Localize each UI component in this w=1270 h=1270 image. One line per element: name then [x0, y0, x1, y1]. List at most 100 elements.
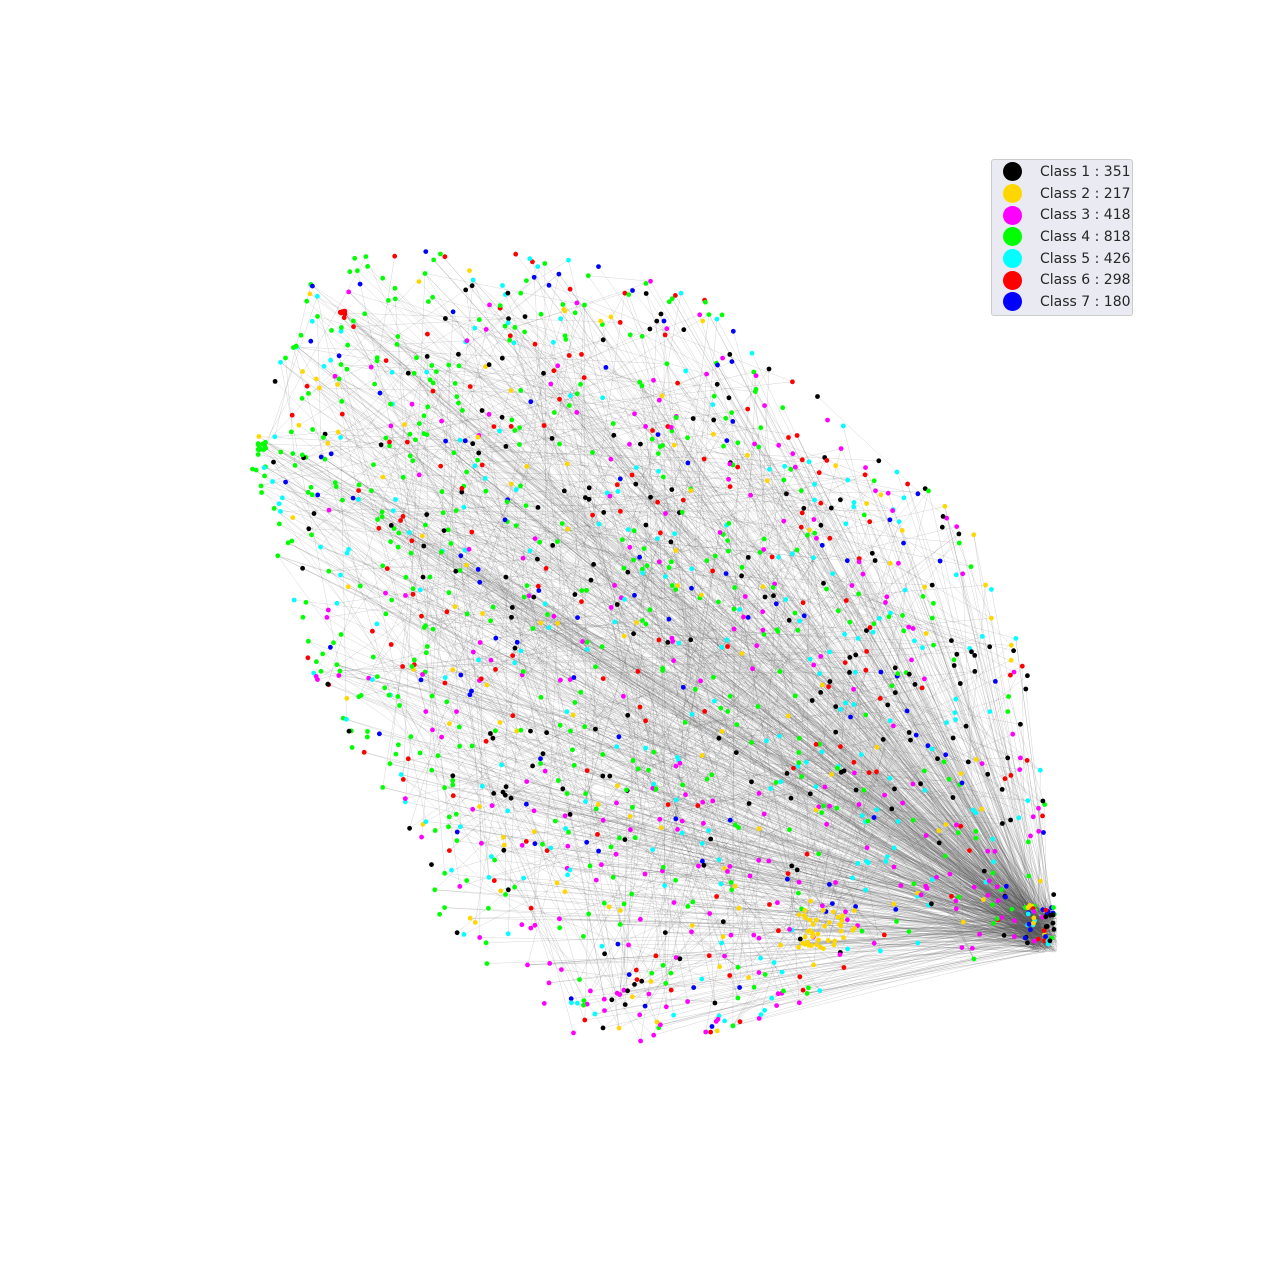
- graph-edge: [662, 668, 845, 771]
- graph-node-class-4: [669, 583, 675, 588]
- graph-edge: [419, 474, 802, 491]
- graph-node-class-3: [742, 594, 748, 599]
- graph-edge: [258, 436, 1045, 942]
- graph-node-class-4: [712, 553, 718, 559]
- graph-node-class-1: [272, 379, 278, 384]
- graph-node-class-7: [727, 817, 733, 823]
- graph-node-class-6: [584, 768, 590, 773]
- graph-edge: [802, 602, 1042, 924]
- graph-edge: [574, 636, 983, 766]
- graph-node-class-1: [936, 840, 942, 846]
- graph-node-class-7: [315, 492, 321, 498]
- graph-node-class-1: [456, 351, 461, 357]
- graph-node-class-4: [395, 544, 401, 550]
- graph-edge: [459, 570, 1039, 941]
- graph-node-class-5: [845, 477, 851, 483]
- graph-node-class-3: [607, 493, 613, 499]
- graph-node-class-1: [535, 556, 540, 562]
- graph-node-class-3: [979, 761, 985, 766]
- graph-node-class-3: [671, 900, 677, 905]
- graph-node-class-3: [656, 397, 662, 403]
- graph-node-class-7: [666, 616, 672, 622]
- graph-edge: [421, 616, 1044, 929]
- graph-node-class-7: [556, 271, 562, 277]
- graph-node-class-2: [689, 923, 695, 928]
- graph-edge: [942, 516, 1051, 927]
- graph-node-class-6: [714, 894, 719, 899]
- graph-node-class-4: [655, 451, 661, 456]
- graph-node-class-4: [524, 583, 530, 589]
- graph-edge: [842, 915, 1041, 945]
- graph-edge: [533, 810, 1033, 932]
- graph-node-class-2: [971, 532, 977, 538]
- graph-node-class-4: [673, 587, 679, 592]
- graph-edge: [522, 492, 608, 675]
- graph-edge: [603, 820, 1051, 916]
- graph-edge: [464, 550, 967, 727]
- graph-edge: [687, 437, 1035, 933]
- graph-node-class-1: [459, 489, 465, 495]
- graph-edge: [585, 293, 682, 802]
- graph-node-class-4: [946, 776, 952, 782]
- graph-node-class-4: [620, 537, 625, 543]
- graph-edge: [450, 543, 490, 878]
- graph-edge: [534, 277, 821, 657]
- graph-node-class-1: [509, 614, 514, 620]
- graph-edge: [660, 931, 1041, 1025]
- graph-node-class-5: [953, 572, 959, 578]
- graph-node-class-4: [306, 391, 311, 396]
- graph-node-class-6: [567, 286, 573, 292]
- graph-edge: [609, 495, 727, 526]
- graph-node-class-4: [504, 499, 510, 505]
- graph-node-class-4: [582, 724, 587, 730]
- graph-node-class-7: [467, 692, 473, 698]
- graph-node-class-6: [388, 642, 394, 647]
- graph-edge: [466, 471, 964, 923]
- graph-node-class-1: [801, 505, 807, 511]
- graph-edge: [832, 573, 1049, 926]
- graph-edge: [397, 696, 604, 1028]
- graph-edge: [693, 418, 845, 635]
- graph-node-class-4: [796, 750, 802, 755]
- graph-node-class-6: [727, 484, 733, 489]
- graph-edge: [946, 518, 1058, 948]
- graph-node-class-4: [726, 548, 731, 554]
- graph-edge: [342, 311, 1045, 925]
- graph-edge: [903, 543, 1039, 923]
- graph-node-class-5: [527, 256, 533, 262]
- graph-edge: [320, 671, 1028, 801]
- graph-node-class-6: [339, 411, 345, 417]
- graph-edge: [421, 616, 1021, 725]
- graph-node-class-4: [725, 709, 731, 714]
- graph-edge: [373, 656, 1045, 945]
- graph-edge: [317, 494, 939, 831]
- graph-edge: [495, 638, 1051, 947]
- graph-node-class-7: [661, 318, 667, 324]
- graph-edge: [277, 555, 447, 612]
- graph-node-class-6: [668, 987, 674, 993]
- graph-node-class-4: [729, 410, 734, 415]
- graph-node-class-5: [389, 369, 395, 375]
- graph-node-class-1: [745, 555, 751, 560]
- graph-node-class-2: [864, 501, 869, 506]
- graph-edge: [553, 342, 628, 991]
- graph-node-class-3: [1017, 767, 1023, 772]
- graph-node-class-4: [429, 767, 435, 773]
- graph-edge: [655, 555, 716, 956]
- graph-node-class-1: [784, 491, 789, 497]
- graph-edge: [368, 377, 585, 679]
- graph-edge: [420, 679, 1045, 944]
- graph-edge: [667, 426, 693, 715]
- graph-node-class-4: [956, 894, 962, 900]
- graph-edge: [682, 720, 891, 822]
- graph-node-class-4: [704, 558, 710, 563]
- graph-node-class-1: [833, 729, 839, 735]
- graph-node-class-7: [901, 540, 906, 546]
- graph-node-class-2: [808, 898, 814, 904]
- graph-edge: [789, 620, 1043, 930]
- graph-node-class-2: [810, 934, 815, 940]
- graph-edge: [425, 251, 1049, 944]
- graph-edge: [348, 586, 999, 901]
- graph-edge: [670, 805, 698, 974]
- graph-edge: [670, 541, 1033, 938]
